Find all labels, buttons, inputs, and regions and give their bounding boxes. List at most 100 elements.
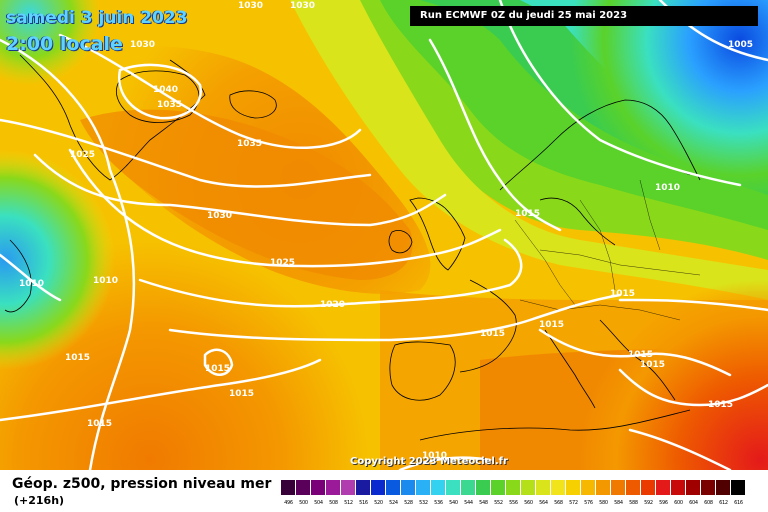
isobar-1020 (138, 238, 523, 308)
pressure-label: 1020 (320, 300, 345, 310)
scale-swatch (611, 480, 626, 495)
scale-swatch (536, 480, 551, 495)
pressure-label: 1035 (237, 139, 262, 149)
isobar-1010-w (0, 253, 62, 302)
pressure-label: 1015 (480, 329, 505, 339)
scale-swatch (371, 480, 386, 495)
pressure-label: 1035 (157, 100, 182, 110)
baltic-coast (539, 197, 616, 246)
france-coast (459, 279, 517, 373)
color-scale-labels: 496 500 504 508 512 516 520 524 528 532 536 540 544 5… (281, 500, 746, 506)
scale-swatch (356, 480, 371, 495)
balkan-coast (599, 319, 676, 401)
border-1 (514, 219, 576, 306)
scale-label: 576 (584, 500, 593, 506)
scale-swatch (641, 480, 656, 495)
scale-swatch (446, 480, 461, 495)
scale-label: 604 (689, 500, 698, 506)
scale-label: 592 (644, 500, 653, 506)
pressure-label: 1015 (229, 389, 254, 399)
scale-swatch (626, 480, 641, 495)
pressure-label: 1025 (70, 150, 95, 160)
pressure-label: 1015 (87, 419, 112, 429)
pressure-labels: 1030 1030 1030 1040 1035 1035 1025 1030 … (19, 1, 753, 461)
scale-label: 540 (449, 500, 458, 506)
isobar-1015-ne (428, 38, 562, 232)
scale-swatch (701, 480, 716, 495)
pressure-label: 1040 (153, 85, 178, 95)
field-low-nw (0, 0, 768, 470)
pressure-label: 1015 (610, 289, 635, 299)
scale-label: 528 (404, 500, 413, 506)
scale-label: 600 (674, 500, 683, 506)
pressure-label: 1015 (65, 353, 90, 363)
greenland-east-coast (116, 70, 200, 123)
scale-swatch (296, 480, 311, 495)
isobar-1015-balk (538, 328, 732, 377)
coastlines (4, 54, 701, 441)
iceland-coast (229, 90, 277, 119)
isobars (0, 0, 768, 470)
scale-swatch (326, 480, 341, 495)
pressure-label: 1015 (539, 320, 564, 330)
isobar-1035 (58, 33, 362, 149)
pressure-label: 1015 (708, 400, 733, 410)
pressure-label: 1005 (728, 40, 753, 50)
scale-swatch (386, 480, 401, 495)
scale-label: 516 (359, 500, 368, 506)
scale-label: 500 (299, 500, 308, 506)
africa-coast (419, 409, 691, 441)
pressure-label: 1015 (205, 364, 230, 374)
isobar-1010-ne (498, 0, 742, 187)
map-date-title: samedi 3 juin 2023 (6, 8, 188, 28)
scale-swatch (476, 480, 491, 495)
pressure-label: 1030 (238, 1, 263, 11)
scale-swatch (416, 480, 431, 495)
pressure-label: 1015 (628, 350, 653, 360)
pressure-label: 1015 (515, 209, 540, 219)
scale-label: 512 (344, 500, 353, 506)
italy-coast (544, 329, 596, 409)
scale-swatch (551, 480, 566, 495)
isobar-1015-cell (203, 348, 234, 376)
isobar-1010-s (398, 456, 492, 470)
isobar-1040 (117, 63, 203, 120)
isobar-1015-s (0, 358, 322, 422)
great-britain-coast (409, 197, 466, 271)
scandinavia-coast (499, 99, 701, 191)
scale-swatch (686, 480, 701, 495)
greenland-coast (19, 54, 206, 181)
scale-swatch (731, 480, 746, 495)
pressure-label: 1010 (422, 451, 447, 461)
pressure-label: 1030 (207, 211, 232, 221)
border-4 (639, 179, 661, 251)
pressure-label: 1030 (130, 40, 155, 50)
isobar-1015-far-se (628, 428, 732, 470)
pressure-label: 1015 (640, 360, 665, 370)
map-time-title: 2:00 locale (6, 33, 123, 55)
legend-footer: Géop. z500, pression niveau mer (+216h) … (0, 470, 768, 512)
isobar-1015-se (618, 368, 768, 407)
scale-label: 608 (704, 500, 713, 506)
scale-label: 568 (554, 500, 563, 506)
scale-swatch (671, 480, 686, 495)
scale-label: 504 (314, 500, 323, 506)
scale-swatch (656, 480, 671, 495)
isobar-1015-atl (168, 293, 622, 342)
scale-label: 536 (434, 500, 443, 506)
scale-label: 580 (599, 500, 608, 506)
pressure-label: 1010 (93, 276, 118, 286)
scale-swatch (281, 480, 296, 495)
scale-swatch (311, 480, 326, 495)
isobar-1030 (33, 153, 447, 227)
pressure-label: 1010 (19, 279, 44, 289)
scale-label: 552 (494, 500, 503, 506)
scale-label: 520 (374, 500, 383, 506)
map-canvas: 1030 1030 1030 1040 1035 1035 1025 1030 … (0, 0, 768, 470)
pressure-label: 1030 (290, 1, 315, 11)
scale-label: 496 (284, 500, 293, 506)
border-3 (579, 199, 616, 291)
scale-label: 532 (419, 500, 428, 506)
scale-label: 560 (524, 500, 533, 506)
